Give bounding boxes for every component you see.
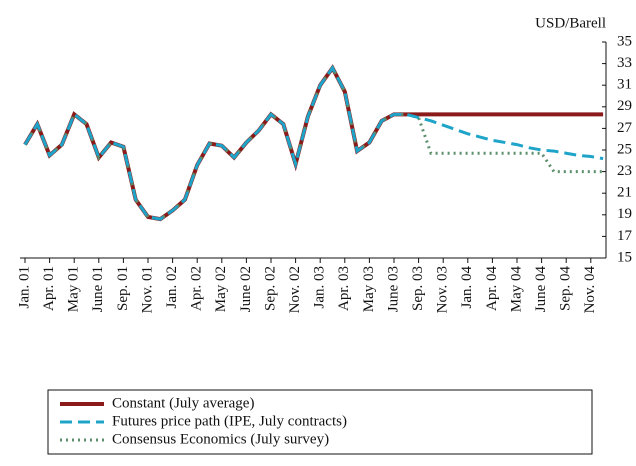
x-tick-label: Jan. 01 xyxy=(16,266,32,309)
y-tick-label: 35 xyxy=(617,33,632,49)
x-tick-label: June 01 xyxy=(90,266,106,312)
y-tick-label: 19 xyxy=(617,206,632,222)
y-tick-label: 23 xyxy=(617,163,632,179)
y-tick-label: 31 xyxy=(617,77,632,93)
x-tick-label: Nov. 03 xyxy=(435,266,451,313)
x-tick-label: May 02 xyxy=(213,266,229,312)
x-tick-label: Apr. 01 xyxy=(41,266,57,311)
x-tick-label: May 04 xyxy=(508,266,524,313)
x-tick-label: Sep. 03 xyxy=(410,266,426,311)
x-tick-label: May 01 xyxy=(66,266,82,312)
y-tick-label: 25 xyxy=(617,141,632,157)
legend-label: Consensus Economics (July survey) xyxy=(112,431,329,447)
x-tick-label: June 03 xyxy=(385,266,401,312)
legend-box xyxy=(47,389,593,455)
y-tick-label: 17 xyxy=(617,228,633,244)
x-tick-label: Nov. 01 xyxy=(139,266,155,313)
x-tick-label: Nov. 02 xyxy=(287,266,303,313)
x-tick-label: Sep. 02 xyxy=(262,266,278,311)
data-line xyxy=(23,65,604,221)
x-tick-label: Jan. 04 xyxy=(459,266,475,309)
x-tick-label: Jan. 02 xyxy=(164,266,180,309)
y-tick-label: 27 xyxy=(617,120,633,136)
y-tick-label: 15 xyxy=(617,249,632,265)
y-tick-label: 33 xyxy=(617,55,632,71)
x-tick-label: Sep. 04 xyxy=(558,266,574,312)
x-tick-label: Sep. 01 xyxy=(115,266,131,311)
x-tick-label: May 03 xyxy=(361,266,377,312)
legend-label: Futures price path (IPE, July contracts) xyxy=(112,413,347,429)
x-tick-label: Apr. 04 xyxy=(484,266,500,312)
x-tick-label: Apr. 02 xyxy=(189,266,205,311)
x-tick-label: Jan. 03 xyxy=(312,266,328,309)
y-tick-label: 21 xyxy=(617,185,632,201)
y-axis-label: USD/Barell xyxy=(535,15,606,31)
y-tick-label: 29 xyxy=(617,98,632,114)
x-tick-label: June 02 xyxy=(238,266,254,312)
x-tick-label: Apr. 03 xyxy=(336,266,352,311)
x-tick-label: Nov. 04 xyxy=(582,266,598,314)
x-tick-label: June 04 xyxy=(533,266,549,313)
legend-label: Constant (July average) xyxy=(112,395,254,411)
